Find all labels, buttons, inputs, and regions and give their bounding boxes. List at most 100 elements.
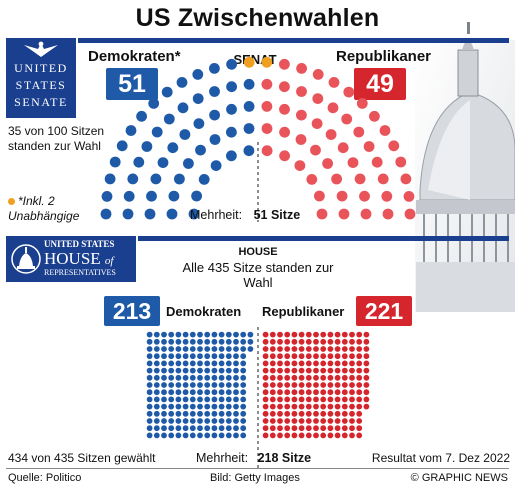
house-seat-rep <box>305 374 312 381</box>
house-seat-rep <box>262 331 269 338</box>
senate-seat <box>109 156 121 168</box>
house-seat-dem <box>153 382 160 388</box>
house-seat-rep <box>334 425 341 432</box>
house-seat-dem <box>146 353 153 360</box>
senate-seat <box>369 110 380 122</box>
house-seat-dem <box>225 331 232 338</box>
footer-copyright: © GRAPHIC NEWS <box>410 472 508 484</box>
house-seat-dem <box>175 418 182 424</box>
house-seat-rep <box>298 367 305 374</box>
senate-rule <box>78 38 509 43</box>
house-seat-rep <box>356 425 363 432</box>
house-seat-rep <box>305 338 312 345</box>
house-seat-dem <box>175 346 182 352</box>
house-seat-rep <box>291 403 298 410</box>
house-seat-dem <box>240 418 247 424</box>
house-seat-rep <box>269 396 276 403</box>
senate-seat <box>279 103 290 115</box>
house-seat-dem <box>225 425 232 432</box>
house-seat-rep <box>356 331 363 338</box>
senate-seat <box>167 142 179 154</box>
house-seat-dem <box>233 396 239 403</box>
house-seat-rep <box>356 338 363 345</box>
house-seat-rep <box>284 331 291 338</box>
house-seat-rep <box>327 403 334 410</box>
house-seat-rep <box>320 432 327 439</box>
house-seat-dem <box>225 353 232 360</box>
house-seat-rep <box>262 396 269 403</box>
house-seat-rep <box>269 382 276 388</box>
senate-seat <box>125 125 137 136</box>
house-seat-dem <box>240 432 247 439</box>
house-seat-dem <box>211 396 218 403</box>
house-seat-dem <box>175 331 182 338</box>
house-seat-dem <box>211 346 218 352</box>
house-seat-dem <box>233 418 239 424</box>
house-seat-dem <box>168 367 175 374</box>
house-seat-rep <box>305 418 312 424</box>
senate-seat <box>192 69 204 80</box>
house-seat-rep <box>269 338 276 345</box>
house-seat-dem <box>218 382 225 388</box>
senate-seat <box>168 190 180 202</box>
house-seat-rep <box>363 403 370 410</box>
senate-majority-value: 51 Sitze <box>253 208 301 222</box>
house-seat-dem <box>168 396 175 403</box>
house-seat-dem <box>146 418 153 424</box>
house-seat-rep <box>298 353 305 360</box>
house-seat-rep <box>262 360 269 367</box>
house-seat-dem <box>197 338 203 345</box>
house-seat-dem <box>225 360 232 367</box>
house-seat-dem <box>211 382 218 388</box>
house-seat-rep <box>363 382 370 388</box>
house-seat-rep <box>269 410 276 417</box>
senate-seat <box>363 141 375 152</box>
house-seat-dem <box>197 410 203 417</box>
house-seat-dem <box>175 367 182 374</box>
house-seat-dem <box>175 353 182 360</box>
house-seat-rep <box>349 338 355 345</box>
house-seat-dem <box>197 403 203 410</box>
house-seat-rep <box>291 367 298 374</box>
house-seat-rep <box>334 367 341 374</box>
house-contested-note: Alle 435 Sitze standen zur Wahl <box>182 260 334 290</box>
house-seat-dem <box>189 425 196 432</box>
senate-seat <box>331 173 342 185</box>
house-seat-rep <box>284 403 291 410</box>
house-seat-dem <box>161 396 167 403</box>
house-seat-dem <box>189 382 196 388</box>
house-seat-rep <box>284 396 291 403</box>
house-seat-rep <box>298 410 305 417</box>
house-seat-rep <box>277 367 283 374</box>
house-seat-rep <box>320 382 327 388</box>
house-seat-rep <box>284 346 291 352</box>
house-seat-rep <box>334 331 341 338</box>
house-seat-rep <box>313 360 319 367</box>
eagle-icon <box>24 41 58 57</box>
house-seat-dem <box>189 432 196 439</box>
house-seat-dem <box>189 353 196 360</box>
house-seat-dem <box>218 374 225 381</box>
house-seat-dem <box>168 353 175 360</box>
house-seat-rep <box>277 374 283 381</box>
senate-seal-line-2: STATES <box>15 78 67 92</box>
house-seat-dem <box>161 418 167 424</box>
house-seat-rep <box>327 374 334 381</box>
house-seat-rep <box>277 432 283 439</box>
house-seat-dem <box>197 346 203 352</box>
house-seat-rep <box>356 367 363 374</box>
house-seat-dem <box>175 382 182 388</box>
house-seat-rep <box>298 331 305 338</box>
house-seat-rep <box>334 389 341 396</box>
house-seat-dem <box>175 403 182 410</box>
senate-seat <box>163 113 175 125</box>
house-seat-rep <box>363 360 370 367</box>
house-seat-dem <box>240 374 247 381</box>
house-seal: UNITED STATES HOUSE of REPRESENTATIVES <box>6 236 136 282</box>
house-seat-dem <box>218 353 225 360</box>
house-seat-dem <box>175 425 182 432</box>
senate-footnote: *Inkl. 2 Unabhängige <box>8 194 98 224</box>
house-seat-dem <box>218 410 225 417</box>
